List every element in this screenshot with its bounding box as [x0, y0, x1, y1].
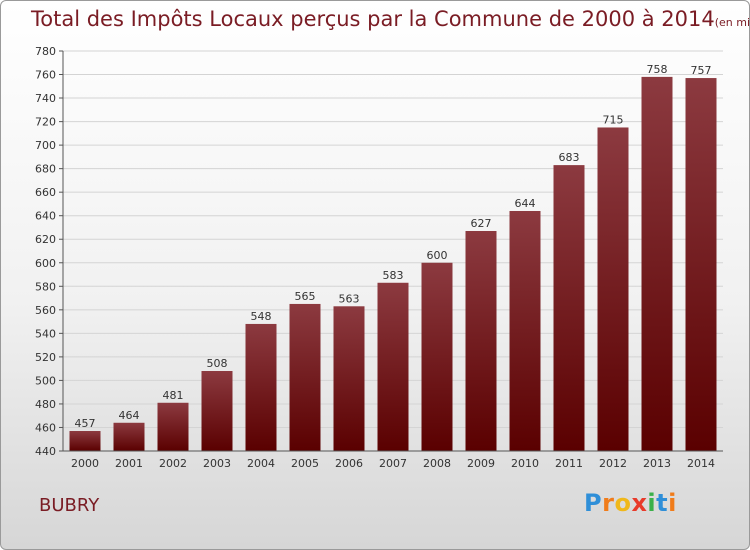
y-tick-label: 720 — [35, 116, 56, 129]
chart-title: Total des Impôts Locaux perçus par la Co… — [31, 7, 750, 31]
bar-value-label: 683 — [559, 151, 580, 164]
bar-2007 — [377, 282, 409, 451]
bar-2014 — [685, 78, 717, 451]
y-tick-label: 700 — [35, 139, 56, 152]
bar-value-label: 758 — [647, 63, 668, 76]
bar-2012 — [597, 127, 629, 452]
x-tick-label: 2010 — [511, 457, 539, 470]
bar-value-label: 508 — [207, 357, 228, 370]
title-unit: (en milliers d'€) — [714, 16, 750, 29]
logo-letter: i — [668, 489, 677, 517]
y-tick-label: 520 — [35, 351, 56, 364]
x-tick-label: 2000 — [71, 457, 99, 470]
bar-2010 — [509, 211, 541, 451]
bar-value-label: 583 — [383, 269, 404, 282]
x-tick-label: 2007 — [379, 457, 407, 470]
bar-value-label: 481 — [163, 389, 184, 402]
y-tick-label: 480 — [35, 398, 56, 411]
x-tick-label: 2003 — [203, 457, 231, 470]
bar-2005 — [289, 303, 321, 451]
bar-2009 — [465, 231, 497, 451]
bars: 457 464 481 508 548 565 563 583 600 627 644 683 715 7… — [69, 63, 717, 452]
logo-letter: P — [584, 489, 603, 517]
bar-value-label: 457 — [75, 417, 96, 430]
proxiti-logo: Proxiti — [584, 489, 677, 517]
bar-2002 — [157, 402, 189, 451]
y-tick-label: 640 — [35, 210, 56, 223]
bar-value-label: 644 — [515, 197, 536, 210]
y-tick-label: 460 — [35, 421, 56, 434]
bar-value-label: 563 — [339, 292, 360, 305]
bar-2004 — [245, 323, 277, 451]
bar-value-label: 715 — [603, 113, 624, 126]
bar-value-label: 565 — [295, 290, 316, 303]
x-tick-label: 2006 — [335, 457, 363, 470]
y-tick-label: 540 — [35, 327, 56, 340]
bar-value-label: 627 — [471, 217, 492, 230]
x-tick-label: 2002 — [159, 457, 187, 470]
y-tick-label: 780 — [35, 45, 56, 58]
bar-value-label: 757 — [691, 64, 712, 77]
bar-2006 — [333, 306, 365, 451]
x-tick-label: 2013 — [643, 457, 671, 470]
logo-letter: x — [631, 489, 648, 517]
bar-2011 — [553, 165, 585, 451]
logo-letter: r — [602, 489, 615, 517]
bar-value-label: 464 — [119, 409, 140, 422]
logo-letter: o — [614, 489, 632, 517]
bar-value-label: 548 — [251, 310, 272, 323]
x-tick-label: 2001 — [115, 457, 143, 470]
bar-2001 — [113, 422, 145, 451]
commune-name: BUBRY — [39, 495, 100, 516]
y-tick-label: 660 — [35, 186, 56, 199]
y-tick-label: 440 — [35, 445, 56, 458]
bar-value-label: 600 — [427, 249, 448, 262]
title-text: Total des Impôts Locaux perçus par la Co… — [31, 7, 715, 31]
y-tick-label: 760 — [35, 69, 56, 82]
y-tick-label: 600 — [35, 257, 56, 270]
bar-2008 — [421, 262, 453, 451]
y-tick-label: 620 — [35, 233, 56, 246]
bar-2003 — [201, 371, 233, 451]
logo-letter: t — [656, 489, 669, 517]
y-tick-label: 580 — [35, 280, 56, 293]
x-tick-label: 2011 — [555, 457, 583, 470]
x-tick-label: 2004 — [247, 457, 275, 470]
x-tick-label: 2008 — [423, 457, 451, 470]
x-tick-label: 2012 — [599, 457, 627, 470]
y-tick-label: 500 — [35, 374, 56, 387]
x-axis: 2000 2001 2002 2003 2004 2005 2006 2007 2008 2009… — [63, 450, 723, 470]
y-tick-label: 560 — [35, 304, 56, 317]
y-axis: 440 460 480 500 520 540 560 580 600 620 640 660 680 7… — [35, 45, 64, 458]
bar-2000 — [69, 431, 101, 451]
y-tick-label: 680 — [35, 163, 56, 176]
bar-2013 — [641, 76, 673, 451]
x-tick-label: 2009 — [467, 457, 495, 470]
x-tick-label: 2005 — [291, 457, 319, 470]
x-tick-label: 2014 — [687, 457, 715, 470]
logo-letter: i — [647, 489, 657, 517]
y-tick-label: 740 — [35, 92, 56, 105]
